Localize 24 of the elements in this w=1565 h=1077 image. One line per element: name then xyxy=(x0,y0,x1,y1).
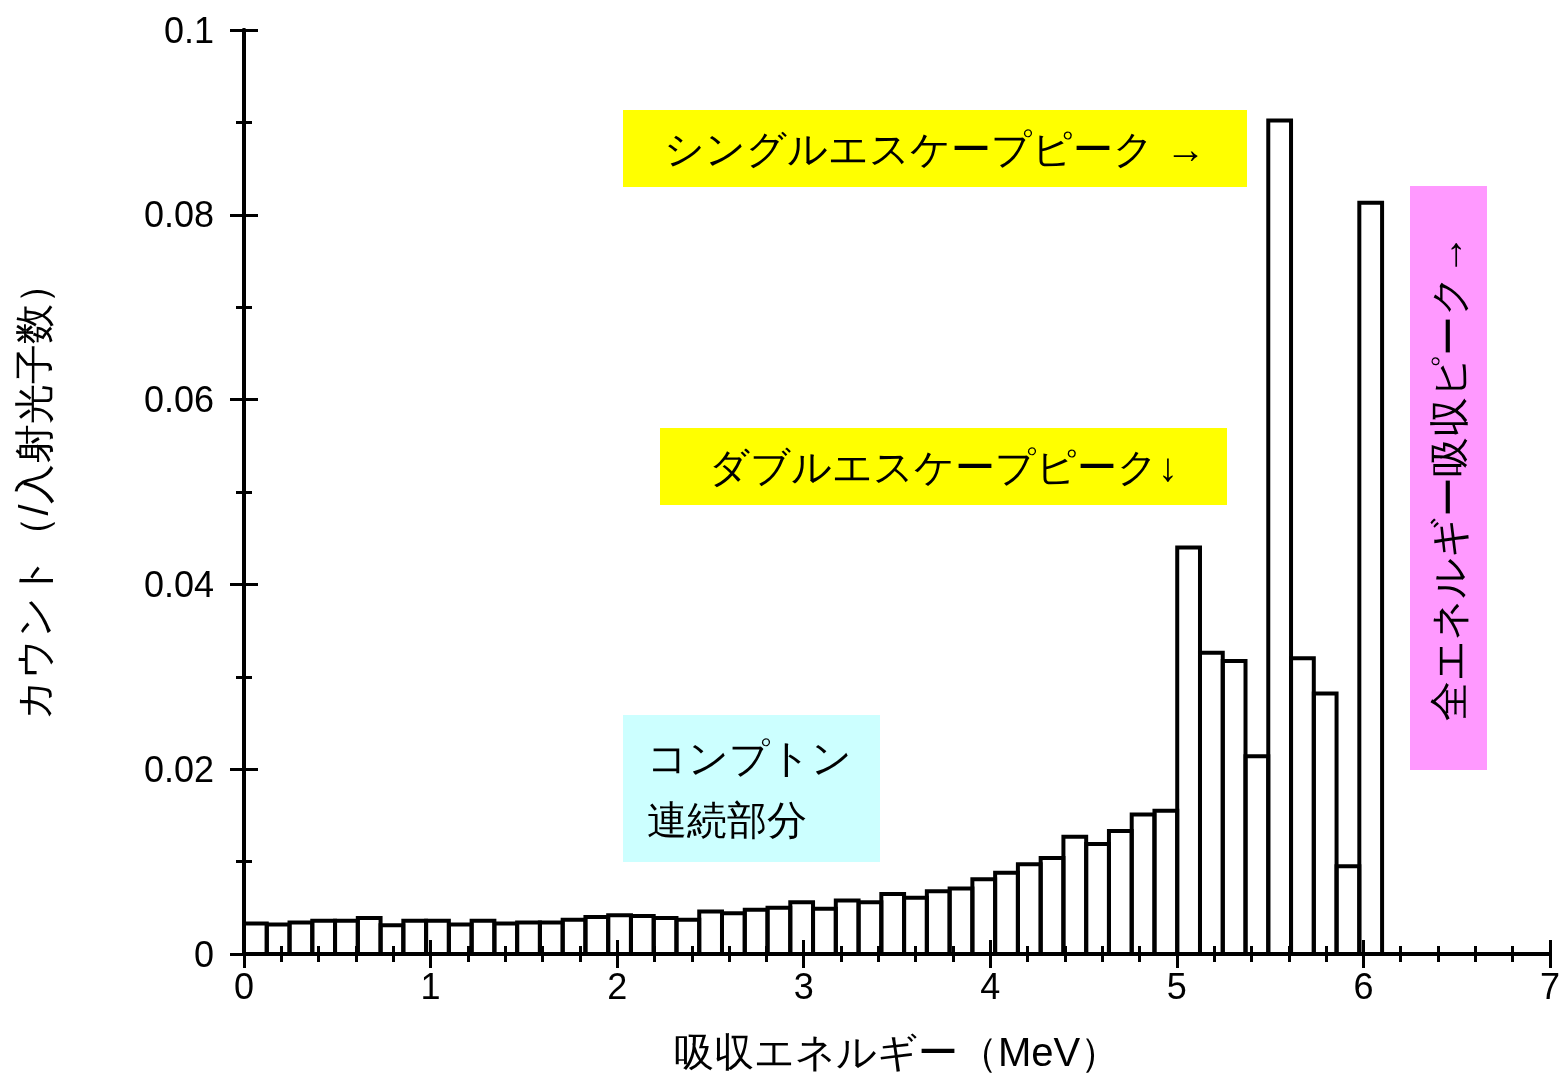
y-tick-label: 0 xyxy=(193,933,214,975)
note-box: シングルエスケープピーク → xyxy=(623,110,1247,187)
y-tick-label: 0.06 xyxy=(143,379,214,421)
annotation: 全エネルギー吸収ピーク→ xyxy=(1425,235,1472,721)
annotation: コンプトン連続部分 xyxy=(646,734,853,844)
y-axis-title: カウント（/入射光子数） xyxy=(12,264,56,720)
x-tick-label: 6 xyxy=(1353,965,1374,1007)
x-tick-label: 4 xyxy=(980,965,1001,1007)
annotation: ダブルエスケープピーク↓ xyxy=(709,443,1178,491)
y-tick-label: 0.08 xyxy=(143,194,214,236)
note-box: コンプトン連続部分 xyxy=(623,715,880,862)
x-tick-label: 7 xyxy=(1539,965,1561,1007)
x-tick-label: 3 xyxy=(793,965,814,1007)
y-tick-label: 0.02 xyxy=(143,748,214,790)
x-tick-label: 5 xyxy=(1166,965,1187,1007)
x-axis-title: 吸収エネルギー（MeV） xyxy=(673,1030,1121,1074)
x-tick-label: 0 xyxy=(233,965,255,1007)
annotation: シングルエスケープピーク → xyxy=(664,125,1206,173)
note-box: ダブルエスケープピーク↓ xyxy=(660,428,1227,505)
x-tick-label: 1 xyxy=(420,965,441,1007)
y-tick-label: 0.04 xyxy=(143,563,214,605)
x-tick-label: 2 xyxy=(607,965,628,1007)
y-tick-label: 0.1 xyxy=(163,9,214,51)
note-box: 全エネルギー吸収ピーク→ xyxy=(1410,186,1487,770)
